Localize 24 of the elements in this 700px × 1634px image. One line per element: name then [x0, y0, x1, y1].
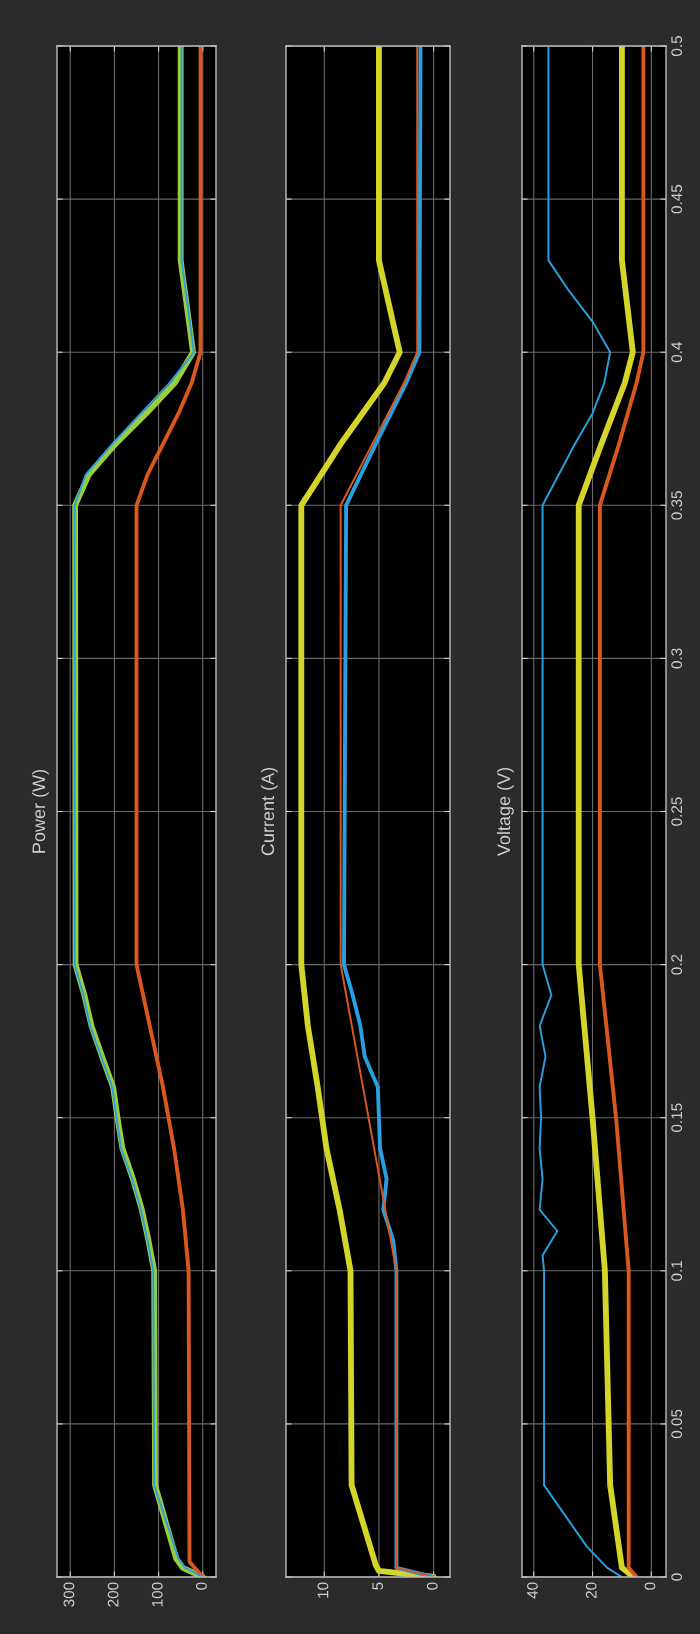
y-tick-label: 0.4 — [671, 342, 683, 363]
x-tick-label: 200 — [107, 1582, 119, 1607]
y-tick-label: 0.1 — [671, 1260, 683, 1281]
x-tick-label: 0 — [426, 1582, 438, 1590]
text: Voltage (V) — [496, 767, 514, 857]
y-tick-label: 0.35 — [671, 491, 683, 520]
x-tick-label: 20 — [585, 1582, 597, 1599]
y-tick-label: 0.25 — [671, 797, 683, 826]
y-tick-label: 0 — [671, 1573, 683, 1581]
y-tick-label: 0.05 — [671, 1409, 683, 1439]
y-tick-label: 0.45 — [671, 184, 683, 214]
x-tick-label: 0 — [196, 1582, 207, 1590]
y-tick-label: 0.3 — [671, 648, 683, 669]
text: Power (W) — [31, 769, 49, 853]
x-tick-label: 40 — [527, 1582, 538, 1599]
y-tick-label: 0.15 — [671, 1103, 683, 1132]
x-tick-label: 5 — [372, 1582, 384, 1590]
y-tick-label: 0.2 — [671, 954, 683, 975]
x-tick-label: 0 — [644, 1582, 656, 1590]
x-tick-label: 10 — [317, 1582, 329, 1598]
y-tick-label: 0.5 — [671, 36, 683, 57]
x-tick-label: 300 — [63, 1582, 75, 1607]
text: Current (A) — [260, 767, 278, 856]
x-tick-label: 100 — [151, 1582, 163, 1607]
